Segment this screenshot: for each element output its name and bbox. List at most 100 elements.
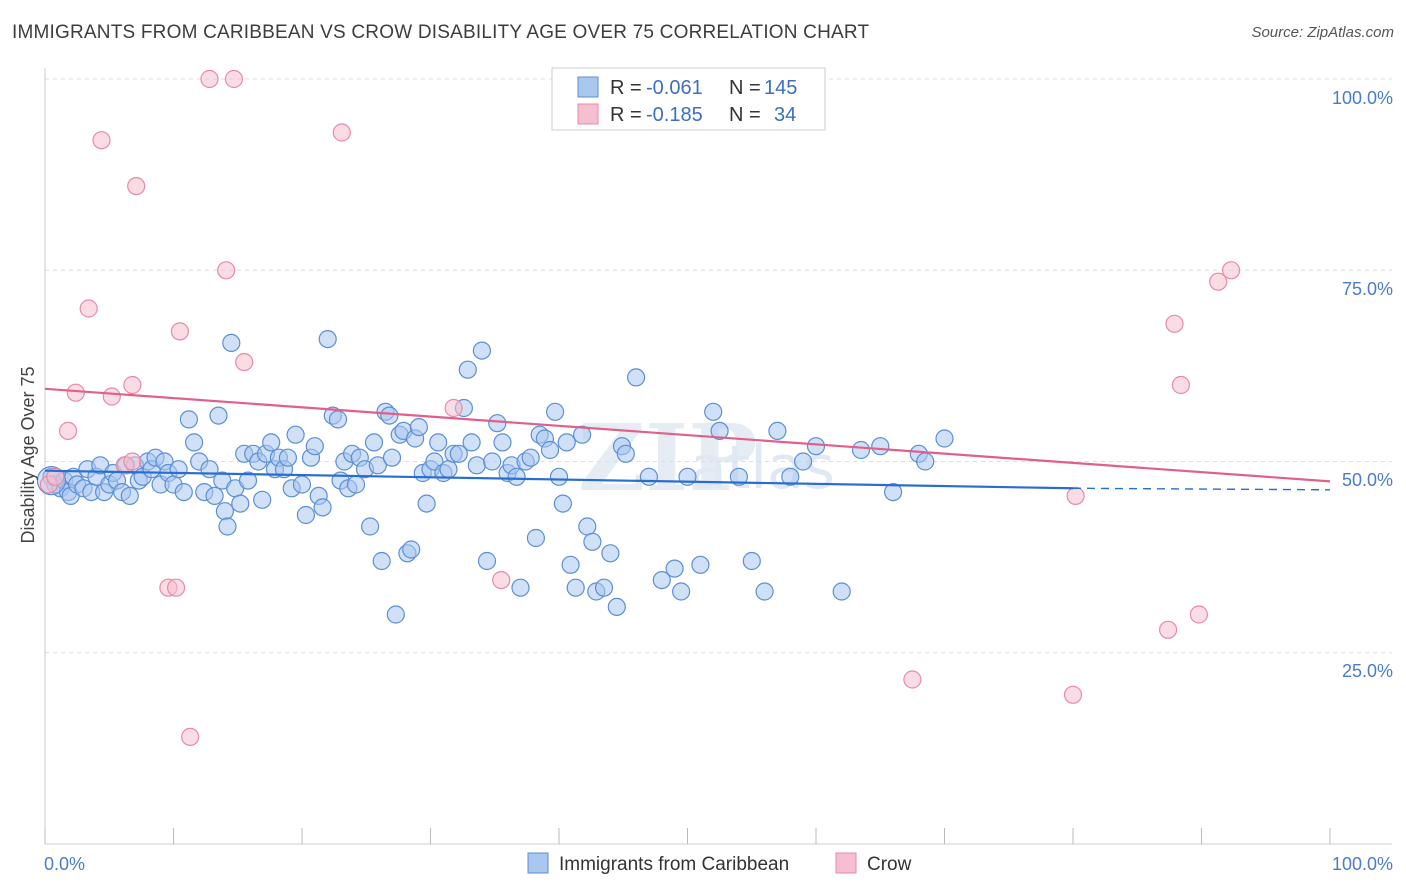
caribbean-point-124 (583, 532, 602, 551)
caribbean-point-131 (626, 368, 646, 387)
caribbean-point-99 (462, 433, 481, 452)
legend-r-value-2: -0.185 (646, 104, 703, 126)
caribbean-point-79 (380, 406, 399, 425)
caribbean-point-130 (616, 444, 635, 463)
bottom-legend-swatch-crow (835, 852, 857, 874)
caribbean-point-146 (806, 437, 826, 456)
caribbean-point-145 (793, 452, 813, 471)
caribbean-point-144 (781, 467, 800, 486)
caribbean-point-150 (883, 483, 903, 502)
crow-point-26 (1165, 314, 1184, 333)
caribbean-point-126 (594, 578, 614, 597)
caribbean-point-139 (710, 421, 729, 440)
caribbean-point-61 (305, 437, 324, 456)
caribbean-point-40 (215, 502, 234, 521)
caribbean-point-100 (467, 456, 486, 475)
caribbean-point-75 (364, 433, 384, 452)
caribbean-point-123 (578, 517, 597, 536)
crow-point-23 (1063, 685, 1083, 704)
caribbean-point-141 (742, 551, 761, 571)
axes (44, 68, 1392, 845)
y-tick-label-100: 100.0% (1332, 88, 1393, 108)
caribbean-point-63 (313, 498, 332, 517)
crow-point-9 (123, 375, 142, 395)
crow-point-16 (217, 261, 236, 280)
y-tick-label-25: 25.0% (1342, 661, 1393, 681)
caribbean-point-142 (755, 582, 774, 601)
y-tick-label-50: 50.0% (1342, 470, 1393, 490)
crow-point-13 (170, 322, 189, 341)
caribbean-point-96 (449, 444, 468, 463)
x-tick-label-100: 100.0% (1332, 854, 1393, 874)
caribbean-point-85 (402, 540, 421, 559)
caribbean-point-33 (185, 433, 204, 452)
caribbean-point-116 (545, 402, 565, 421)
caribbean-point-148 (851, 440, 871, 460)
crow-point-12 (167, 578, 186, 597)
crow-point-4 (79, 299, 98, 318)
caribbean-point-49 (253, 490, 272, 509)
caribbean-point-101 (472, 341, 491, 360)
crow-point-30 (1221, 261, 1241, 280)
crow-point-19 (332, 123, 351, 142)
crow-point-14 (181, 727, 200, 747)
caribbean-point-118 (553, 494, 573, 513)
caribbean-point-74 (361, 517, 380, 536)
trend-line-caribbean (44, 469, 1074, 490)
crow-point-22 (903, 670, 922, 689)
crow-point-29 (1209, 272, 1228, 291)
caribbean-point-77 (372, 551, 391, 571)
caribbean-point-132 (639, 467, 659, 486)
caribbean-point-32 (179, 410, 198, 429)
chart-title: IMMIGRANTS FROM CARIBBEAN VS CROW DISABI… (12, 22, 870, 43)
legend-r-label-2: R = (610, 104, 642, 126)
caribbean-point-89 (417, 494, 436, 513)
caribbean-point-38 (209, 406, 228, 425)
caribbean-point-143 (768, 421, 787, 440)
caribbean-point-135 (671, 582, 691, 601)
caribbean-point-19 (120, 486, 139, 505)
bottom-legend: Immigrants from Caribbean Crow (527, 852, 912, 875)
crow-point-1 (46, 467, 65, 486)
crow-point-18 (235, 353, 254, 372)
caribbean-point-137 (691, 555, 710, 574)
caribbean-point-108 (507, 467, 526, 486)
caribbean-point-128 (607, 597, 626, 617)
caribbean-point-71 (346, 475, 366, 494)
caribbean-point-58 (292, 475, 312, 494)
caribbean-point-140 (729, 467, 749, 486)
y-tick-label-75: 75.0% (1342, 279, 1393, 299)
legend-n-label-2: N = (729, 104, 761, 126)
legend-r-label-1: R = (610, 77, 642, 99)
crow-point-21 (492, 570, 511, 590)
caribbean-point-102 (477, 551, 497, 571)
caribbean-point-111 (521, 448, 540, 467)
caribbean-point-31 (174, 483, 193, 502)
legend-n-value-1: 145 (764, 77, 797, 99)
caribbean-point-94 (439, 460, 458, 479)
caribbean-point-51 (262, 433, 281, 452)
legend-swatch-caribbean (577, 76, 599, 98)
caribbean-point-117 (549, 467, 569, 486)
crow-point-10 (127, 177, 146, 196)
caribbean-point-149 (871, 437, 890, 456)
crow-point-15 (200, 69, 219, 89)
crow-point-25 (1158, 620, 1178, 639)
legend-n-label-1: N = (729, 77, 761, 99)
caribbean-point-66 (328, 410, 348, 429)
crow-point-20 (444, 398, 463, 418)
crow-point-8 (123, 452, 142, 471)
crow-point-17 (224, 69, 243, 89)
y-axis-label: Disability Age Over 75 (18, 366, 38, 543)
caribbean-point-44 (231, 494, 250, 513)
caribbean-point-81 (386, 605, 405, 624)
caribbean-point-87 (409, 418, 428, 437)
caribbean-point-120 (561, 555, 580, 574)
caribbean-point-37 (205, 486, 224, 505)
caribbean-point-46 (238, 471, 258, 490)
trend-lines (44, 387, 1331, 491)
legend-r-value-1: -0.061 (646, 77, 703, 99)
legend-swatch-crow (577, 103, 599, 125)
caribbean-point-57 (286, 425, 305, 444)
